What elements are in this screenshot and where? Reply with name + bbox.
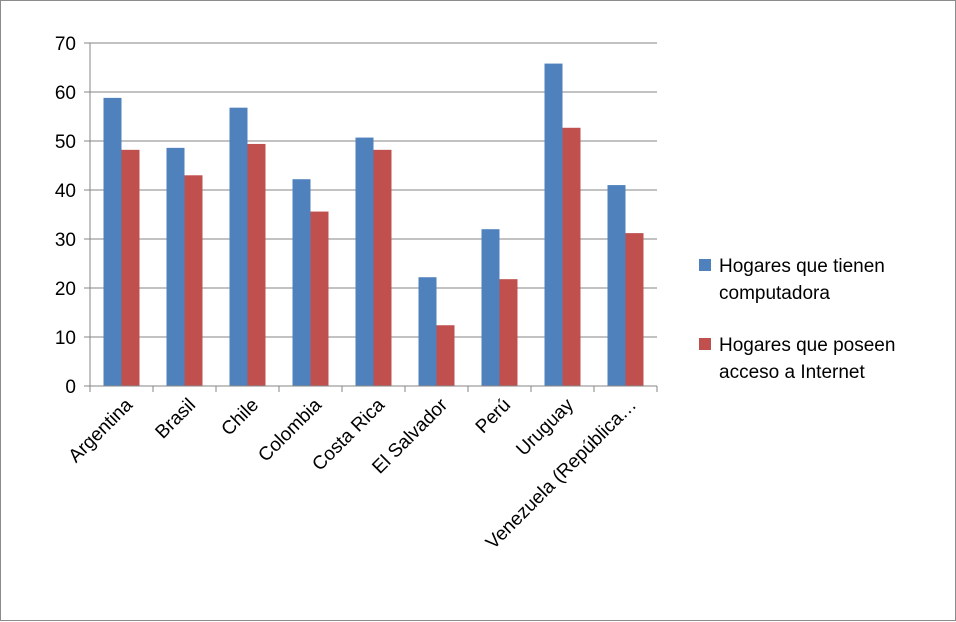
x-tick-label: Perú: [472, 395, 515, 438]
y-tick-label: 10: [55, 328, 76, 349]
bar-internet: [625, 233, 644, 386]
bar-computadora: [544, 63, 563, 386]
x-tick-label: Argentina: [65, 394, 138, 467]
bar-internet: [247, 143, 266, 386]
axes: [89, 43, 657, 387]
bar-internet: [121, 149, 140, 386]
y-tick-label: 30: [55, 230, 76, 251]
x-tick-label: Uruguay: [512, 394, 578, 460]
bar-computadora: [292, 179, 311, 386]
bar-internet: [184, 175, 203, 386]
x-tick-label: Brasil: [152, 395, 200, 443]
legend-label: acceso a Internet: [719, 362, 865, 383]
bar-internet: [373, 149, 392, 386]
legend-label: Hogares que tienen: [719, 256, 885, 277]
y-tick-label: 0: [65, 377, 76, 398]
x-tick-label: Chile: [218, 395, 263, 440]
legend-swatch: [699, 259, 711, 271]
bar-computadora: [355, 137, 374, 386]
bar-computadora: [166, 147, 185, 386]
legend-swatch: [699, 338, 711, 350]
y-tick-label: 70: [55, 34, 76, 55]
legend: Hogares que tienen computadora Hogares que…: [699, 256, 895, 383]
bar-computadora: [481, 229, 500, 386]
bars: [103, 63, 644, 387]
bar-internet: [562, 127, 581, 387]
y-tick-label: 50: [55, 132, 76, 153]
bar-internet: [310, 211, 329, 386]
bar-computadora: [607, 185, 626, 386]
bar-computadora: [103, 97, 122, 386]
y-axis-ticks: 0 10 20 30 40 50 60 70: [55, 34, 90, 398]
y-tick-label: 60: [55, 83, 76, 104]
bar-internet: [499, 279, 518, 386]
y-tick-label: 20: [55, 279, 76, 300]
legend-label: computadora: [719, 283, 830, 304]
bar-computadora: [418, 277, 437, 386]
bar-computadora: [229, 107, 248, 387]
y-tick-label: 40: [55, 181, 76, 202]
bar-internet: [436, 325, 455, 386]
legend-label: Hogares que poseen: [719, 335, 895, 356]
